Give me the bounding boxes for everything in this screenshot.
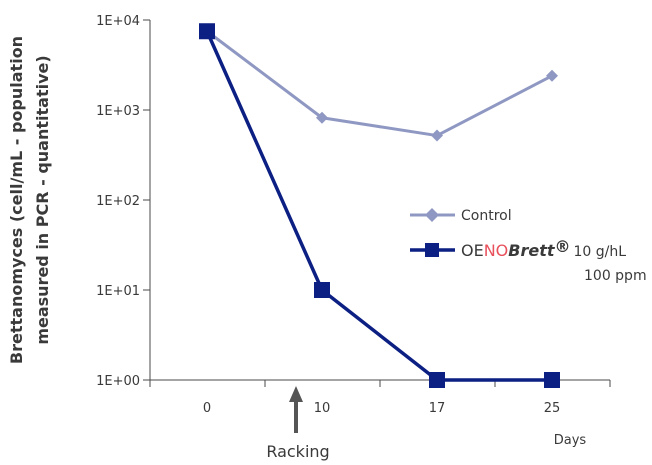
data-point-series-1 [544,372,560,388]
legend: Control OENOBrett® 10 g/hL 100 ppm [410,208,647,284]
series-layer [199,23,560,388]
x-tick-label: 25 [544,401,561,416]
legend-label-control: Control [461,208,512,224]
data-point-series-0 [431,129,443,142]
legend-label-oenobrett: OENOBrett® 10 g/hL [461,237,626,260]
legend-dose: 10 g/hL [574,244,627,260]
legend-item-oenobrett: OENOBrett® 10 g/hL 100 ppm [410,237,647,284]
x-tick-label: 17 [429,401,446,416]
brand-oe: OE [461,241,484,260]
racking-annotation: Racking [266,386,330,461]
y-ticks: 1E+00 1E+01 1E+02 1E+03 1E+04 [96,14,150,389]
data-point-series-1 [314,282,330,298]
y-tick-label: 1E+02 [96,194,140,209]
data-point-series-1 [429,372,445,388]
brand-no: NO [484,241,509,260]
y-tick-label: 1E+00 [96,374,140,389]
brand-reg: ® [555,237,571,256]
legend-marker-control [425,208,439,222]
axes: 1E+00 1E+01 1E+02 1E+03 1E+04 0 10 17 25 [96,14,611,416]
data-point-series-0 [546,69,558,82]
series-line-0 [206,30,553,138]
y-axis-title-line1: Brettanomyces (cell/mL - population [7,36,26,364]
brand-brett: Brett [508,241,556,260]
racking-label: Racking [266,442,329,461]
legend-marker-oenobrett [425,243,439,257]
x-tick-label: 0 [203,401,211,416]
x-ticks: 0 10 17 25 [149,380,611,416]
x-tick-label: 10 [314,401,331,416]
data-point-series-1 [199,23,215,40]
y-tick-label: 1E+03 [96,104,140,119]
y-axis-title-line2: measured in PCR - quantitative) [33,55,52,344]
series-line-1 [205,30,552,382]
legend-item-control: Control [410,208,512,224]
y-tick-label: 1E+04 [96,14,140,29]
y-tick-label: 1E+01 [96,284,140,299]
data-point-series-0 [316,111,328,124]
legend-ppm: 100 ppm [584,268,647,284]
racking-arrow-head [289,386,303,402]
x-axis-title: Days [554,433,587,448]
